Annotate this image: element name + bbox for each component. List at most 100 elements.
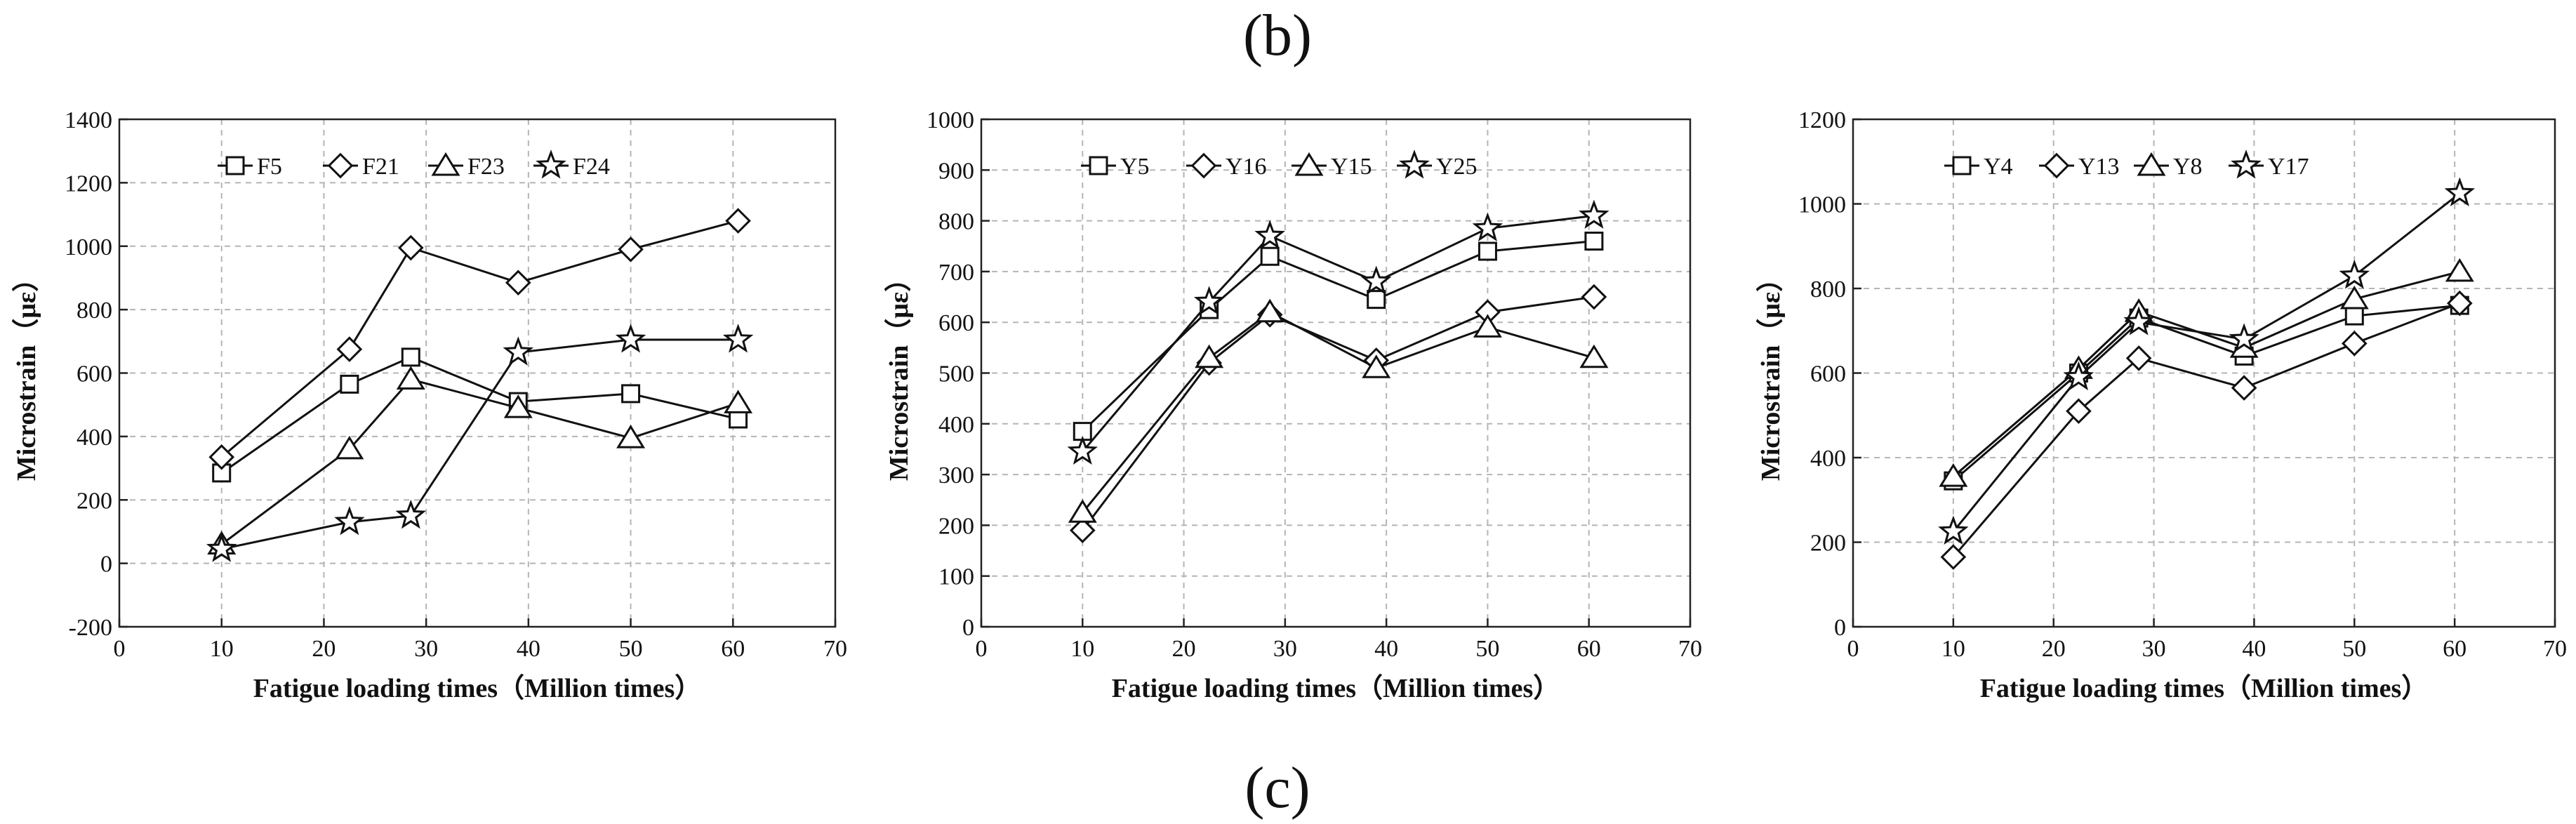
data-point-y8: [2339, 285, 2369, 310]
data-point-f23: [396, 366, 425, 390]
data-point-y5: [1367, 290, 1386, 310]
x-tick-label: 0: [1847, 636, 1859, 662]
legend-marker: [2231, 149, 2262, 179]
data-point-y16: [1581, 284, 1607, 310]
y-tick-label: 100: [938, 564, 974, 590]
data-point-f24: [503, 336, 534, 366]
y-tick-label: 1400: [65, 107, 112, 133]
data-point-y25: [1360, 265, 1392, 295]
legend-marker: [2043, 152, 2070, 179]
legend-label: F24: [573, 154, 610, 180]
x-tick-label: 70: [823, 636, 847, 662]
legend-marker: [1399, 149, 1430, 179]
data-point-f23: [335, 435, 364, 460]
legend-label: F23: [467, 154, 505, 180]
y-axis-label: Microstrain（με）: [884, 265, 914, 481]
charts-group: 0 10 20 30 40 50 60 70-200020040060080010001200…: [12, 107, 2567, 703]
y-tick-label: 1000: [1798, 192, 1846, 218]
data-point-y15: [1195, 344, 1224, 368]
data-point-y8: [1939, 463, 1968, 487]
x-tick-label: 20: [312, 636, 336, 662]
legend-label: Y8: [2173, 154, 2203, 180]
x-tick-label: 50: [619, 636, 643, 662]
legend-marker: [327, 152, 354, 179]
y-tick-label: 1000: [927, 107, 974, 133]
data-point-y13: [2341, 331, 2368, 357]
data-point-y25: [1579, 199, 1609, 229]
y-tick-label: 600: [938, 310, 974, 336]
data-point-y17: [2444, 177, 2476, 206]
series-line-f24: [221, 338, 738, 550]
data-point-y13: [2066, 398, 2092, 425]
legend-marker: [1952, 156, 1972, 175]
data-point-f21: [618, 236, 644, 263]
series-line-f23: [220, 378, 739, 545]
x-tick-label: 50: [2342, 636, 2366, 662]
series-line-y4: [1952, 304, 2460, 482]
y-axis-label: Microstrain（με）: [1756, 265, 1786, 481]
data-point-y25: [1067, 435, 1098, 465]
series-line-y25: [1082, 214, 1595, 453]
y-tick-label: 800: [938, 209, 974, 235]
x-axis-label: Fatigue loading times（Million times）: [1980, 674, 2429, 703]
x-tick-label: 60: [721, 636, 745, 662]
x-tick-label: 40: [2242, 636, 2266, 662]
x-axis-label: Fatigue loading times（Million times）: [253, 674, 702, 703]
series-line-y13: [1952, 302, 2460, 558]
y-tick-label: 1200: [1798, 107, 1846, 133]
panel-label-c: (c): [1244, 755, 1310, 820]
data-point-f5: [621, 384, 641, 404]
y-axis-label: Microstrain（με）: [12, 265, 41, 481]
data-point-y17: [2339, 260, 2370, 289]
series-line-y16: [1082, 295, 1595, 531]
y-tick-label: 400: [77, 425, 112, 451]
legend-marker: [1294, 152, 1324, 176]
data-point-f21: [336, 336, 363, 362]
y-tick-label: 0: [1834, 615, 1846, 641]
data-point-y13: [1940, 544, 1967, 570]
data-point-y13: [2125, 345, 2152, 371]
data-point-f23: [616, 425, 646, 448]
series-line-y8: [1952, 270, 2460, 478]
x-tick-label: 30: [2142, 636, 2166, 662]
x-tick-label: 10: [210, 636, 234, 662]
data-point-y17: [2229, 323, 2259, 352]
x-tick-label: 50: [1475, 636, 1499, 662]
x-tick-label: 70: [1678, 636, 1702, 662]
data-point-y25: [1254, 220, 1285, 249]
x-tick-label: 60: [1577, 636, 1601, 662]
series-line-f5: [220, 356, 738, 474]
x-tick-label: 0: [976, 636, 988, 662]
legend-label: Y13: [2078, 154, 2120, 180]
data-point-f24: [334, 505, 365, 536]
chart-1: 0 10 20 30 40 50 60 70-200020040060080010001200…: [12, 107, 847, 703]
legend-label: Y5: [1120, 154, 1150, 180]
series-line-y17: [1952, 192, 2461, 533]
legend-label: Y4: [1984, 154, 2013, 180]
data-point-y15: [1362, 354, 1391, 378]
data-point-y15: [1473, 314, 1502, 338]
y-tick-label: 900: [938, 158, 974, 184]
legend-marker: [1089, 156, 1108, 175]
x-tick-label: 20: [1172, 636, 1196, 662]
x-tick-label: 10: [1070, 636, 1094, 662]
data-point-y25: [1472, 212, 1503, 241]
data-point-y15: [1579, 344, 1609, 368]
legend-label: Y16: [1226, 154, 1267, 180]
y-tick-label: 600: [77, 361, 112, 387]
data-point-y5: [1478, 241, 1497, 261]
x-tick-label: 20: [2042, 636, 2066, 662]
data-point-y8: [2445, 258, 2474, 282]
x-tick-label: 70: [2543, 636, 2567, 662]
legend-marker: [2137, 152, 2166, 176]
data-point-y5: [1584, 232, 1604, 251]
x-axis-label: Fatigue loading times（Million times）: [1112, 674, 1560, 703]
panel-label-b: (b): [1243, 3, 1312, 68]
x-tick-label: 10: [1941, 636, 1965, 662]
data-point-f24: [722, 324, 754, 353]
x-tick-label: 60: [2443, 636, 2467, 662]
data-point-y17: [2063, 361, 2094, 391]
x-tick-label: 40: [1374, 636, 1398, 662]
legend-label: Y25: [1436, 154, 1478, 180]
